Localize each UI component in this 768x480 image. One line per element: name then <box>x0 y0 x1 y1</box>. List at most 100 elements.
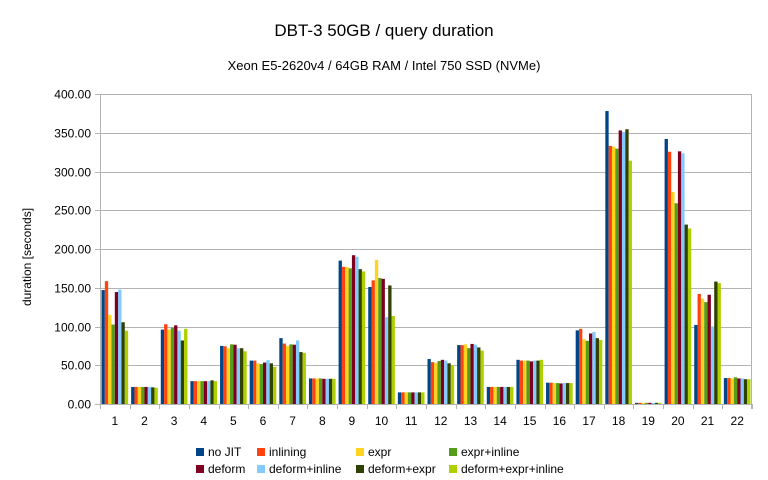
x-tick-label: 7 <box>289 414 296 428</box>
bar <box>325 378 329 404</box>
legend-item: expr <box>356 445 391 459</box>
bar <box>312 378 316 404</box>
bar <box>506 386 511 404</box>
bar <box>407 392 412 405</box>
bar <box>289 344 293 404</box>
bar <box>536 360 540 404</box>
bar <box>101 290 105 404</box>
y-tick-label: 100.00 <box>54 321 91 335</box>
bar <box>315 378 319 404</box>
bar <box>174 325 178 404</box>
legend-label: deform+expr+inline <box>461 462 564 476</box>
bar <box>240 348 244 404</box>
bar <box>595 338 599 405</box>
bar <box>141 386 145 404</box>
legend-label: deform+expr <box>368 462 436 476</box>
bar <box>440 359 445 404</box>
bar <box>397 392 402 405</box>
bar <box>160 329 165 404</box>
legend-label: expr <box>368 445 391 459</box>
bar <box>236 348 241 404</box>
legend: no JIT inlining expr expr+inline deform defor… <box>196 445 564 476</box>
bar <box>611 146 616 404</box>
bar <box>654 402 659 404</box>
bar <box>644 402 649 404</box>
y-tick-label: 0.00 <box>68 398 92 412</box>
bar <box>707 294 711 404</box>
series-deform <box>114 130 741 405</box>
bar <box>170 327 175 404</box>
bar <box>285 345 290 405</box>
bar <box>714 281 718 404</box>
series-no-jit <box>101 111 728 405</box>
bar <box>184 328 188 404</box>
series-expr <box>108 146 734 405</box>
bar <box>427 359 431 404</box>
bar <box>263 362 267 404</box>
bar <box>510 386 514 404</box>
bar <box>137 386 142 404</box>
series-expr-inline <box>111 148 738 405</box>
legend-item: deform <box>196 462 245 476</box>
bar <box>559 383 563 404</box>
bar <box>180 340 185 404</box>
bar <box>526 360 530 404</box>
bar <box>381 278 385 404</box>
bar <box>437 360 441 404</box>
bar <box>193 381 198 404</box>
bar <box>589 333 593 404</box>
series-deform-inline <box>118 131 744 405</box>
y-tick-label: 200.00 <box>54 243 91 257</box>
x-tick-label: 15 <box>523 414 537 428</box>
bar <box>585 340 589 404</box>
bar <box>207 381 211 404</box>
bar <box>687 228 692 404</box>
bar <box>467 348 471 404</box>
bar <box>302 352 306 404</box>
x-tick-label: 22 <box>731 414 745 428</box>
bar <box>124 330 129 404</box>
bar <box>177 330 181 404</box>
bar <box>203 381 208 404</box>
bar <box>710 326 715 404</box>
x-tick-label: 5 <box>230 414 237 428</box>
bar <box>641 402 645 404</box>
bar <box>628 160 632 404</box>
bar <box>552 383 557 404</box>
bar <box>592 331 596 404</box>
bar <box>457 345 461 404</box>
bar <box>104 281 109 404</box>
bar <box>210 380 214 404</box>
bar <box>490 386 494 404</box>
bar <box>625 129 629 404</box>
bar <box>648 402 652 404</box>
bar <box>447 363 451 404</box>
bar <box>190 381 194 404</box>
bar <box>401 392 405 405</box>
legend-swatch <box>449 448 457 456</box>
bar <box>345 266 349 404</box>
bar <box>529 361 534 405</box>
bar <box>404 392 408 405</box>
bar <box>671 192 675 404</box>
legend-item: no JIT <box>196 445 242 459</box>
bar <box>272 366 277 404</box>
bar <box>151 387 155 404</box>
bar <box>503 386 507 404</box>
x-tick-label: 16 <box>553 414 567 428</box>
bar <box>230 344 234 404</box>
bar <box>131 386 135 404</box>
bar <box>500 386 504 404</box>
bar <box>358 269 362 404</box>
bar <box>351 255 356 404</box>
bar <box>694 324 698 404</box>
bar <box>608 145 612 404</box>
legend-swatch <box>257 465 265 473</box>
legend-swatch <box>356 465 364 473</box>
bar <box>546 382 550 404</box>
bar <box>618 130 622 404</box>
legend-swatch <box>196 448 204 456</box>
bar <box>681 153 685 404</box>
bar <box>147 386 152 404</box>
bar <box>569 383 573 404</box>
